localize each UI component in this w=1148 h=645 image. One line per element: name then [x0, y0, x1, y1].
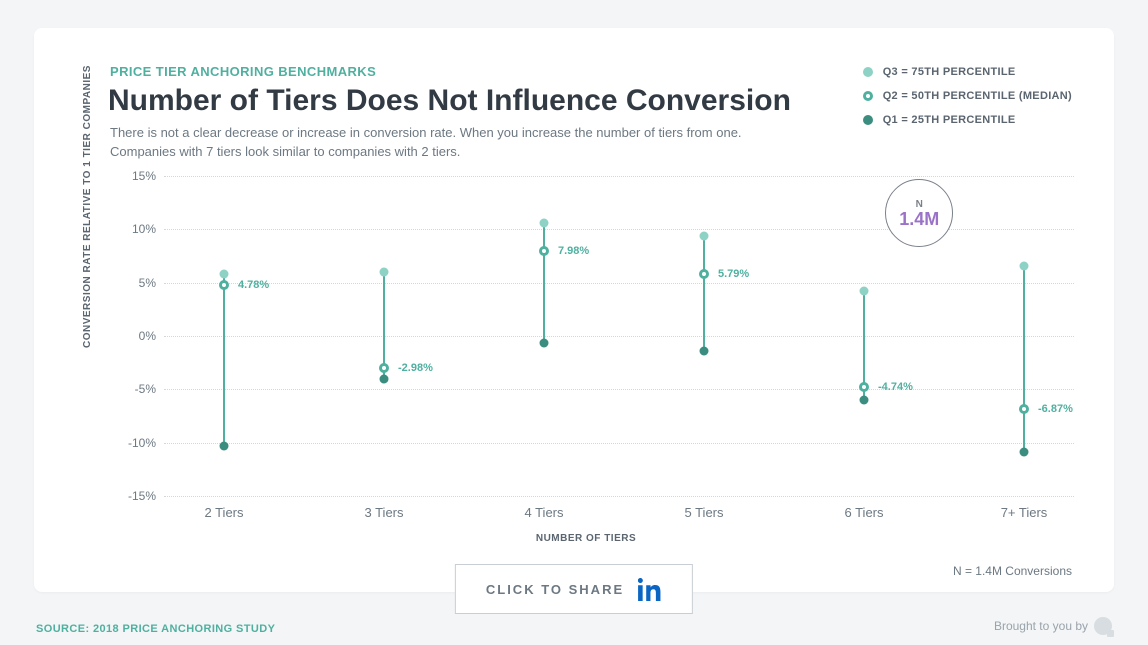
- legend-marker: [863, 67, 873, 77]
- q3-dot: [540, 218, 549, 227]
- share-button[interactable]: CLICK TO SHARE: [455, 564, 693, 614]
- q3-dot: [860, 287, 869, 296]
- legend-label: Q1 = 25TH PERCENTILE: [883, 114, 1016, 126]
- q2-label: 5.79%: [718, 268, 749, 280]
- legend-item: Q1 = 25TH PERCENTILE: [863, 114, 1072, 126]
- grid-line: [164, 443, 1074, 444]
- x-tick-label: 6 Tiers: [844, 505, 883, 520]
- chart-subtitle: There is not a clear decrease or increas…: [110, 124, 750, 162]
- x-tick-label: 3 Tiers: [364, 505, 403, 520]
- legend-marker: [863, 91, 873, 101]
- q2-ring: [859, 382, 869, 392]
- kicker-text: PRICE TIER ANCHORING BENCHMARKS: [110, 64, 376, 79]
- chart-title: Number of Tiers Does Not Influence Conve…: [108, 84, 791, 118]
- q2-label: -6.87%: [1038, 403, 1073, 415]
- q2-ring: [219, 280, 229, 290]
- x-tick-label: 7+ Tiers: [1001, 505, 1048, 520]
- q2-label: -2.98%: [398, 362, 433, 374]
- grid-line: [164, 389, 1074, 390]
- y-tick-label: -5%: [116, 382, 156, 396]
- q2-label: 4.78%: [238, 279, 269, 291]
- y-tick-label: 15%: [116, 169, 156, 183]
- legend: Q3 = 75TH PERCENTILE Q2 = 50TH PERCENTILE…: [863, 66, 1072, 138]
- credit-logo-icon: [1094, 617, 1112, 635]
- linkedin-icon: [638, 577, 662, 601]
- legend-marker: [863, 115, 873, 125]
- plot-area: 15%10%5%0%-5%-10%-15%2 Tiers3 Tiers4 Tie…: [164, 176, 1074, 496]
- n-caption: N = 1.4M Conversions: [953, 564, 1072, 578]
- q2-ring: [379, 363, 389, 373]
- legend-item: Q2 = 50TH PERCENTILE (MEDIAN): [863, 90, 1072, 102]
- legend-item: Q3 = 75TH PERCENTILE: [863, 66, 1072, 78]
- grid-line: [164, 176, 1074, 177]
- q1-dot: [860, 396, 869, 405]
- q1-dot: [540, 339, 549, 348]
- source-text: SOURCE: 2018 PRICE ANCHORING STUDY: [36, 623, 275, 635]
- n-badge: N1.4M: [885, 179, 953, 247]
- grid-line: [164, 496, 1074, 497]
- y-tick-label: 10%: [116, 222, 156, 236]
- x-axis-title: NUMBER OF TIERS: [96, 533, 1076, 544]
- n-badge-label: N: [916, 199, 923, 210]
- share-button-label: CLICK TO SHARE: [486, 582, 624, 597]
- x-tick-label: 4 Tiers: [524, 505, 563, 520]
- grid-line: [164, 336, 1074, 337]
- grid-line: [164, 283, 1074, 284]
- range-line: [543, 223, 545, 344]
- q3-dot: [220, 270, 229, 279]
- chart-area: CONVERSION RATE RELATIVE TO 1 TIER COMPA…: [96, 176, 1076, 536]
- range-line: [703, 236, 705, 351]
- q1-dot: [220, 441, 229, 450]
- q2-label: -4.74%: [878, 381, 913, 393]
- y-tick-label: 0%: [116, 329, 156, 343]
- legend-label: Q2 = 50TH PERCENTILE (MEDIAN): [883, 90, 1072, 102]
- q3-dot: [380, 268, 389, 277]
- y-tick-label: -10%: [116, 436, 156, 450]
- x-tick-label: 5 Tiers: [684, 505, 723, 520]
- q3-dot: [700, 231, 709, 240]
- q2-ring: [539, 246, 549, 256]
- q2-ring: [699, 269, 709, 279]
- q3-dot: [1020, 261, 1029, 270]
- y-tick-label: 5%: [116, 276, 156, 290]
- n-badge-value: 1.4M: [899, 210, 939, 228]
- q2-ring: [1019, 404, 1029, 414]
- q1-dot: [1020, 448, 1029, 457]
- range-line: [223, 274, 225, 446]
- range-line: [1023, 266, 1025, 453]
- chart-card: PRICE TIER ANCHORING BENCHMARKS Number o…: [34, 28, 1114, 592]
- x-tick-label: 2 Tiers: [204, 505, 243, 520]
- q1-dot: [380, 374, 389, 383]
- y-axis-title: CONVERSION RATE RELATIVE TO 1 TIER COMPA…: [82, 65, 93, 348]
- q2-label: 7.98%: [558, 245, 589, 257]
- credit-label: Brought to you by: [994, 619, 1088, 633]
- q1-dot: [700, 346, 709, 355]
- legend-label: Q3 = 75TH PERCENTILE: [883, 66, 1016, 78]
- y-tick-label: -15%: [116, 489, 156, 503]
- credit-text: Brought to you by: [994, 617, 1112, 635]
